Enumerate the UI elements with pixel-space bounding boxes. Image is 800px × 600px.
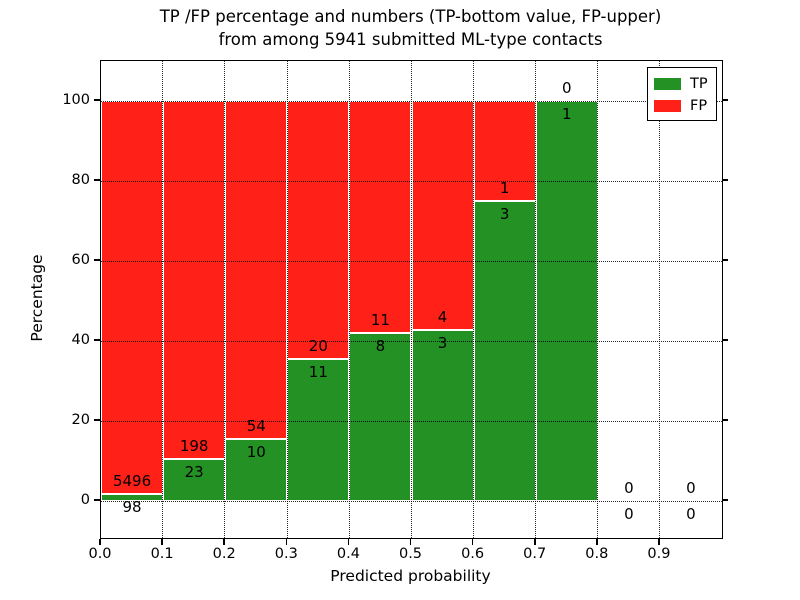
tp-bar-segment bbox=[473, 201, 536, 501]
grid-layer bbox=[101, 61, 722, 538]
legend-row-fp: FP bbox=[654, 95, 708, 117]
fp-bar-segment bbox=[225, 101, 288, 439]
fp-count-label: 0 bbox=[686, 479, 696, 497]
tp-count-label: 98 bbox=[122, 497, 142, 516]
x-tick-label: 0.2 bbox=[212, 546, 236, 562]
fp-count-label: 4 bbox=[437, 307, 448, 326]
y-tick-label: 80 bbox=[71, 172, 90, 188]
tp-count-label: 23 bbox=[184, 463, 204, 482]
x-tick-label: 0.8 bbox=[585, 546, 609, 562]
x-tick-label: 0.1 bbox=[150, 546, 174, 562]
fp-count-label: 1 bbox=[499, 179, 510, 197]
tp-count-label: 10 bbox=[246, 442, 266, 461]
fp-count-label: 0 bbox=[561, 79, 572, 97]
fp-bar-segment bbox=[163, 101, 226, 460]
y-axis-label: Percentage bbox=[28, 254, 46, 342]
tp-legend-swatch bbox=[654, 78, 681, 90]
fp-legend-swatch bbox=[654, 100, 681, 112]
x-tick-label: 0.7 bbox=[523, 546, 547, 562]
x-axis-tick bbox=[533, 539, 536, 545]
x-axis-tick bbox=[285, 539, 288, 545]
x-tick-label: 0.3 bbox=[274, 546, 298, 562]
x-axis-tick bbox=[658, 539, 660, 545]
tp-bar-segment bbox=[287, 359, 350, 501]
x-axis-tick bbox=[223, 539, 226, 545]
chart-title-line1: TP /FP percentage and numbers (TP-bottom… bbox=[159, 7, 662, 26]
vertical-gridline bbox=[472, 61, 474, 538]
y-tick-label: 100 bbox=[62, 92, 90, 108]
tp-count-label: 3 bbox=[499, 205, 510, 223]
x-tick-label: 0.6 bbox=[461, 546, 485, 562]
fp-count-label: 5496 bbox=[112, 471, 152, 490]
fp-count-label: 54 bbox=[246, 416, 266, 435]
tp-bar-segment bbox=[163, 459, 226, 501]
tp-bar-segment bbox=[411, 329, 474, 501]
vertical-gridline bbox=[410, 61, 412, 538]
vertical-gridline bbox=[286, 61, 288, 538]
fp-bar-segment bbox=[101, 101, 164, 494]
fp-count-label: 20 bbox=[308, 337, 328, 356]
x-axis-tick bbox=[409, 539, 412, 545]
x-axis-tick bbox=[99, 539, 101, 545]
x-tick-label: 0.0 bbox=[88, 546, 112, 562]
fp-count-label: 11 bbox=[370, 310, 390, 329]
x-axis-tick bbox=[161, 539, 163, 545]
tp-count-label: 1 bbox=[561, 105, 572, 123]
tp-count-label: 0 bbox=[686, 505, 696, 523]
vertical-gridline bbox=[162, 61, 164, 538]
x-axis-tick bbox=[471, 539, 474, 545]
y-tick-label: 0 bbox=[80, 492, 90, 508]
tp-count-label: 3 bbox=[437, 333, 448, 352]
x-axis-tick bbox=[347, 539, 350, 545]
x-tick-label: 0.4 bbox=[336, 546, 360, 562]
fp-count-label: 0 bbox=[624, 479, 634, 497]
fp-legend-label: FP bbox=[690, 98, 708, 114]
legend: TP FP bbox=[647, 67, 717, 121]
vertical-gridline bbox=[597, 61, 599, 538]
vertical-gridline bbox=[659, 61, 661, 538]
fp-bar-segment bbox=[473, 101, 536, 201]
x-tick-label: 0.9 bbox=[647, 546, 671, 562]
x-tick-label: 0.5 bbox=[398, 546, 423, 562]
vertical-gridline bbox=[224, 61, 226, 538]
fp-bar-segment bbox=[287, 101, 350, 360]
bars-layer bbox=[101, 61, 722, 538]
tp-count-label: 11 bbox=[308, 363, 328, 382]
legend-row-tp: TP bbox=[654, 73, 708, 95]
chart-title-line2: from among 5941 submitted ML-type contac… bbox=[218, 30, 603, 49]
tp-bar-segment bbox=[535, 101, 598, 501]
tp-bar-segment bbox=[349, 332, 412, 501]
fp-bar-segment bbox=[349, 101, 412, 333]
x-axis-label: Predicted probability bbox=[330, 567, 491, 585]
x-axis-tick bbox=[596, 539, 598, 545]
vertical-gridline bbox=[534, 61, 536, 538]
tp-count-label: 8 bbox=[375, 336, 386, 355]
fp-count-label: 198 bbox=[179, 437, 209, 456]
fp-bar-segment bbox=[411, 101, 474, 330]
tp-count-label: 0 bbox=[624, 505, 634, 523]
bar-labels-layer: 5496 98 198 23 54 10 20 11 11 8 4 3 1 3 0 1 0 0 0 0 bbox=[101, 61, 722, 538]
tp-legend-label: TP bbox=[690, 76, 708, 92]
plot-area: 5496 98 198 23 54 10 20 11 11 8 4 3 1 3 0 1 0 0 0 0 TP FP bbox=[100, 60, 723, 539]
y-tick-label: 20 bbox=[71, 412, 90, 428]
vertical-gridline bbox=[348, 61, 350, 538]
